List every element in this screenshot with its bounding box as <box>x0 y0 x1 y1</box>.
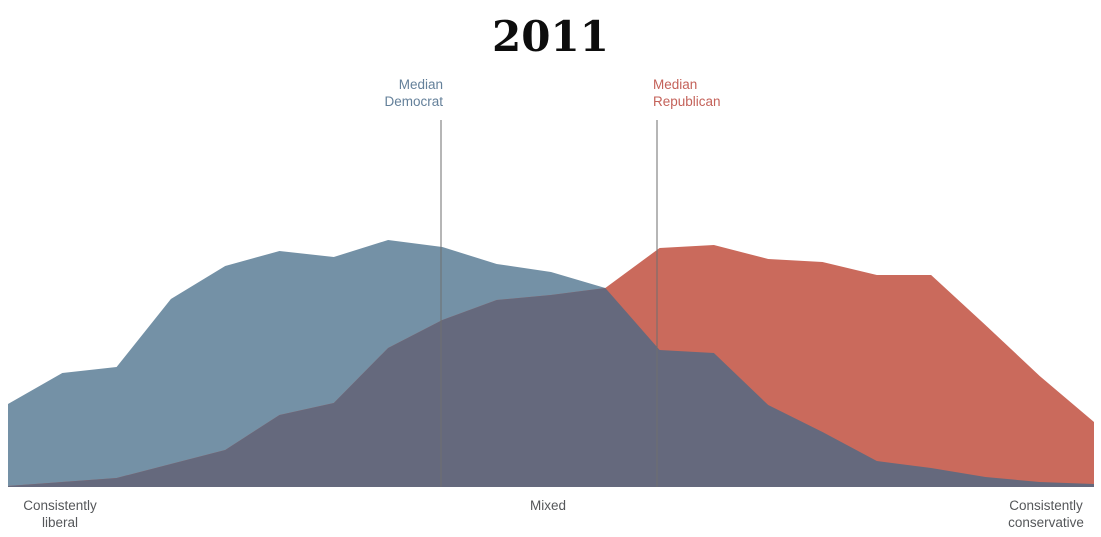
x-axis-label-consistently-conservative: Consistently conservative <box>1008 498 1084 530</box>
median-democrat-label: Median Democrat <box>384 76 443 110</box>
median-republican-label-line2: Republican <box>653 94 721 109</box>
overlap-area <box>8 288 1094 487</box>
median-democrat-label-line1: Median <box>398 77 443 92</box>
median-republican-label: Median Republican <box>653 76 721 110</box>
median-democrat-label-line2: Democrat <box>384 94 443 109</box>
median-republican-label-line1: Median <box>653 77 698 92</box>
x-axis-label-mixed: Mixed <box>529 498 566 513</box>
x-axis-label-consistently-liberal: Consistently liberal <box>23 498 97 530</box>
chart-title: 2011 <box>492 12 609 61</box>
